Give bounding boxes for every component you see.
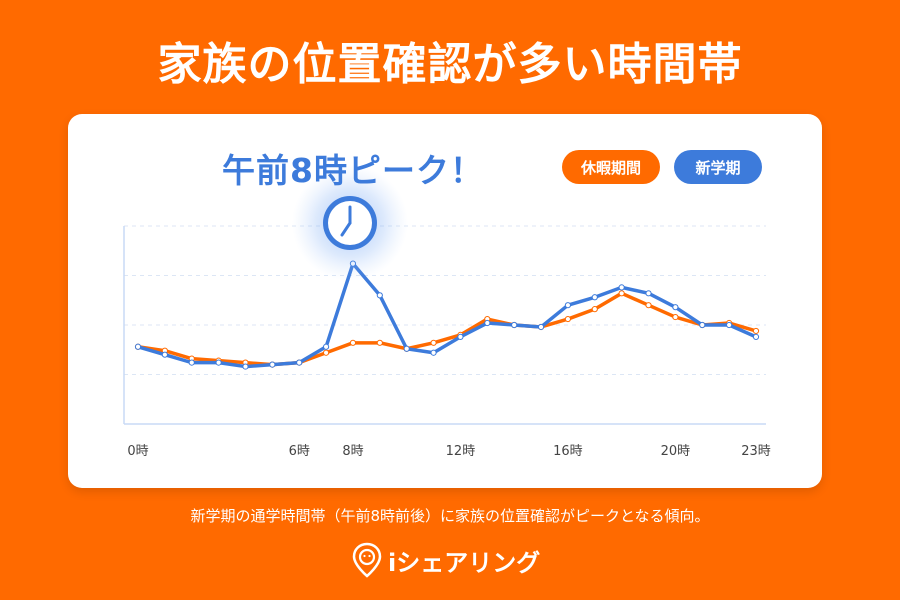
brand-name: iシェアリング: [388, 548, 541, 577]
series-line: [136, 291, 758, 367]
series-new-term: [134, 260, 760, 370]
data-point: [484, 319, 491, 327]
data-point: [376, 339, 383, 346]
series-line: [136, 261, 758, 369]
x-tick-label: 0時: [127, 444, 148, 459]
clock-icon: [292, 165, 408, 281]
data-point: [591, 306, 598, 313]
data-point: [457, 333, 464, 340]
x-tick-label: 12時: [446, 444, 476, 459]
data-point: [269, 361, 276, 368]
line-chart: 0時 6時 8時 12時 16時 20時 23時: [123, 165, 771, 459]
data-point: [618, 290, 625, 297]
peak-label: 午前8時ピーク！: [222, 151, 484, 190]
x-tick-label: 23時: [741, 444, 771, 459]
brand-logo: iシェアリング: [352, 542, 540, 578]
data-point: [537, 323, 545, 331]
data-point: [564, 302, 572, 309]
x-tick-label: 6時: [289, 444, 310, 459]
grid-lines: [124, 225, 766, 375]
data-point: [511, 321, 518, 329]
data-point: [591, 294, 598, 301]
data-point: [376, 292, 383, 299]
page-title: 家族の位置確認が多い時間帯: [157, 39, 743, 90]
data-point: [645, 302, 652, 309]
data-point: [215, 359, 222, 366]
data-point: [726, 321, 733, 329]
data-point: [672, 313, 679, 321]
data-point: [618, 284, 625, 291]
data-point: [564, 315, 572, 323]
data-point: [699, 321, 706, 329]
data-point: [134, 343, 142, 350]
data-point: [322, 343, 330, 350]
data-point: [752, 333, 760, 340]
data-point: [242, 363, 249, 370]
location-pin-icon: [352, 542, 382, 578]
data-point: [430, 339, 437, 346]
data-point: [188, 359, 195, 366]
data-point: [672, 304, 679, 311]
data-point: [322, 349, 330, 356]
data-point: [430, 349, 437, 356]
chart-card: 0時 6時 8時 12時 16時 20時 23時 午前8時ピーク！ 休暇期間 新学期: [68, 114, 822, 488]
series-layer: [134, 260, 760, 370]
legend-new-term: 新学期: [674, 150, 762, 184]
data-point: [161, 351, 168, 358]
legend-holiday: 休暇期間: [562, 150, 660, 184]
x-tick-label: 8時: [342, 444, 363, 459]
data-point: [403, 345, 410, 352]
x-tick-label: 20時: [661, 444, 691, 459]
caption: 新学期の通学時間帯（午前8時前後）に家族の位置確認がピークとなる傾向。: [190, 507, 710, 525]
data-point: [645, 290, 652, 297]
data-point: [752, 327, 760, 335]
x-tick-labels: 0時 6時 8時 12時 16時 20時 23時: [127, 444, 770, 459]
x-tick-label: 16時: [553, 444, 583, 459]
data-point: [349, 339, 357, 346]
data-point: [296, 359, 303, 366]
